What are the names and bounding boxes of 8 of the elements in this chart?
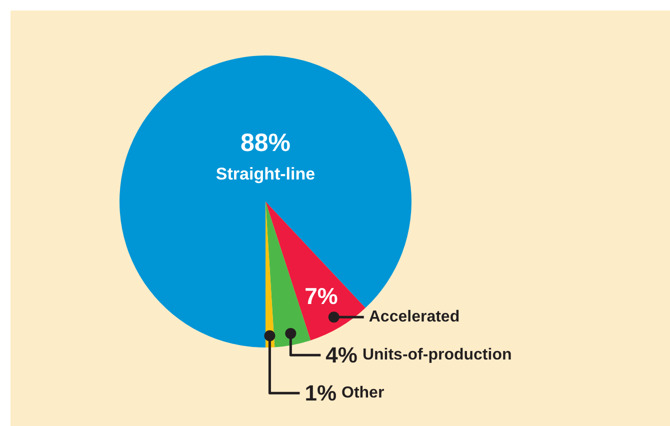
data-label: 1%	[304, 380, 337, 406]
data-label: 7%	[304, 282, 338, 309]
data-label: 88%	[240, 129, 291, 158]
slice-label: Straight-line	[216, 164, 316, 184]
slice-label: Accelerated	[368, 308, 460, 326]
data-label: 4%	[326, 342, 358, 368]
slice-label: Units-of-production	[362, 346, 512, 364]
slice-label: Other	[342, 384, 384, 402]
